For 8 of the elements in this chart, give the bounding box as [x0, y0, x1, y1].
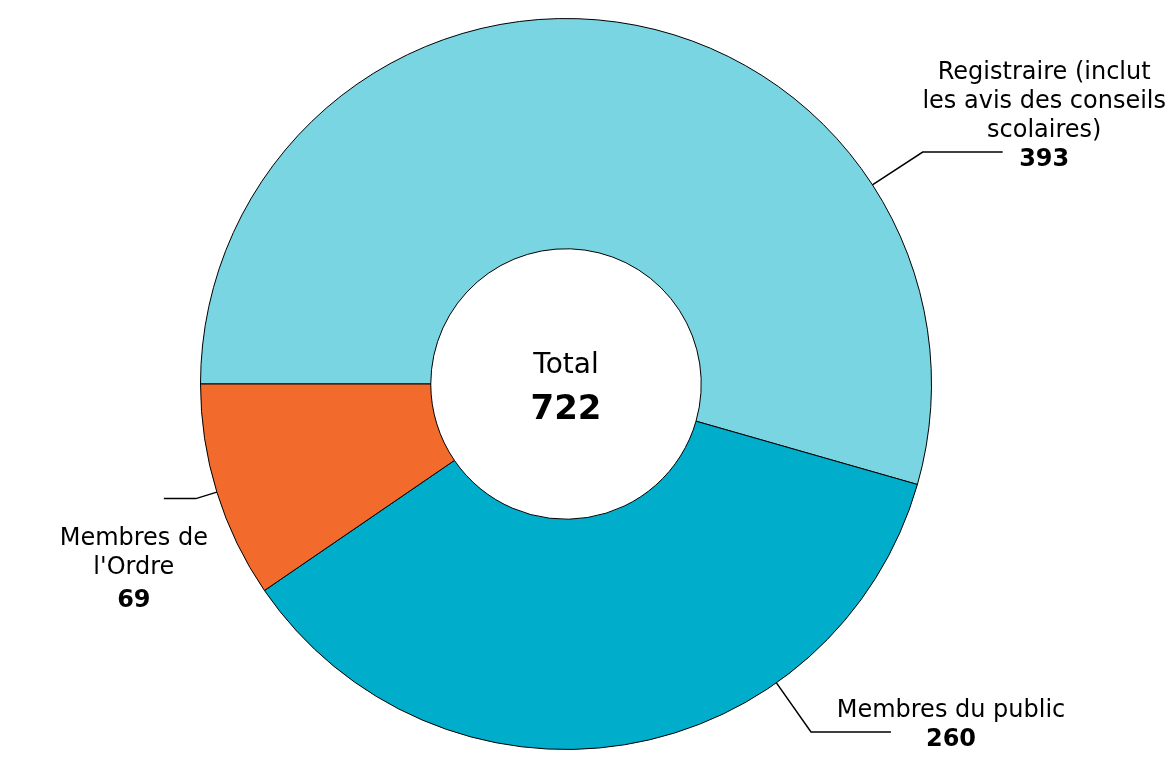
data-label: 393: [1019, 144, 1070, 173]
slice-label: Membres de l'Ordre: [59, 522, 208, 580]
slice-label: Membres du public: [836, 695, 1066, 724]
slice-label: Registraire (inclut les avis des conseils scolaires): [922, 57, 1166, 144]
text: Total: [532, 347, 599, 381]
data-label: 260: [925, 724, 977, 753]
text: 722: [530, 386, 602, 427]
data-label: 69: [117, 584, 151, 613]
